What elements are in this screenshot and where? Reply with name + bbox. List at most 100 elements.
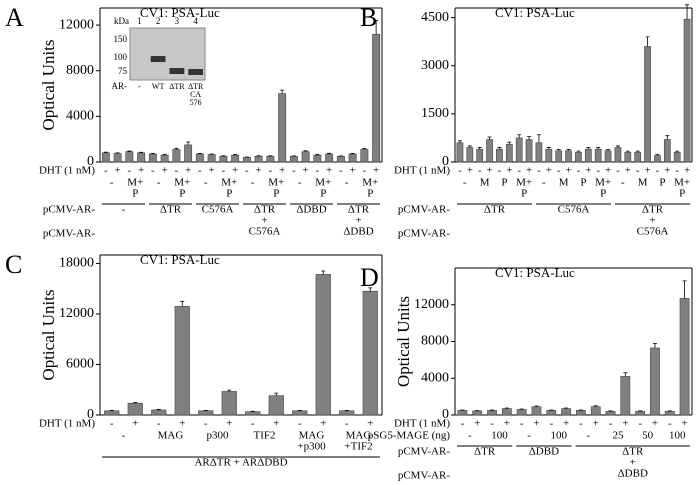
row-item-label: M+ (221, 177, 237, 189)
row-label: pCMV-AR- (398, 446, 450, 458)
row-item-label: P (179, 188, 185, 200)
row-item-label: ΔTR (622, 446, 644, 458)
row-item-label: + (326, 165, 332, 177)
row-item-label: + (279, 165, 285, 177)
error-bar (209, 153, 214, 155)
bar (339, 410, 355, 416)
row-label: pCMV-AR- (43, 228, 95, 240)
row-item-label: - (463, 177, 467, 189)
error-bar (180, 300, 185, 307)
error-bar (665, 135, 670, 140)
bar (663, 139, 671, 163)
row-item-label: - (175, 165, 179, 177)
row-item-label: + (179, 418, 185, 430)
bar (561, 408, 571, 416)
error-bar (374, 20, 379, 35)
row-item-label: - (110, 418, 114, 430)
error-bar (303, 150, 308, 152)
y-tick-label: 0 (442, 407, 449, 422)
row-item-label: - (478, 165, 482, 177)
row-item-label: + (162, 165, 168, 177)
bar (315, 274, 331, 416)
row-item-label: M+ (174, 177, 190, 189)
error-bar (315, 154, 320, 156)
row-item-label: - (198, 165, 202, 177)
bar (604, 150, 612, 163)
bar (148, 153, 157, 163)
bar (125, 151, 134, 163)
row-item-label: M+ (127, 177, 143, 189)
error-bar (162, 154, 167, 156)
row-item-label: + (681, 418, 687, 430)
bar (292, 410, 308, 416)
error-bar (227, 389, 232, 392)
bar (221, 391, 237, 416)
bar (664, 411, 675, 416)
row-item-label: TIF2 (254, 430, 276, 442)
row-item-label: ΔTR (348, 204, 370, 216)
row-item-label: - (204, 418, 208, 430)
row-item-label: + (373, 165, 379, 177)
bar (496, 148, 503, 163)
panel-letter: C (5, 250, 22, 279)
bar (555, 150, 563, 163)
row-item-label: 100 (491, 430, 508, 442)
row-item-label: + (649, 215, 655, 227)
bar (266, 155, 275, 163)
row-item-label: - (458, 165, 462, 177)
row-item-label: M (638, 177, 648, 189)
row-item-label: + (226, 418, 232, 430)
row-item-label: - (128, 165, 132, 177)
row-item-label: + (320, 418, 326, 430)
bar (457, 410, 468, 416)
row-item-label: ΔTR (484, 204, 506, 216)
bar (644, 46, 651, 163)
row-item-label: - (157, 177, 161, 189)
y-tick-label: 3000 (421, 58, 449, 73)
row-item-label: + (563, 418, 569, 430)
error-bar (327, 152, 332, 155)
bar (576, 410, 586, 416)
row-item-label: ΔDBD (343, 226, 373, 238)
row-item-label: P (580, 177, 586, 189)
row-item-label: M+ (516, 177, 532, 189)
row-item-label: - (520, 418, 524, 430)
row-item-label: - (638, 418, 642, 430)
row-item-label: ΔTR (254, 204, 276, 216)
bar (614, 147, 622, 163)
row-item-label: + (132, 418, 138, 430)
error-bar (517, 134, 522, 138)
bar (360, 149, 369, 163)
bar (151, 409, 167, 416)
row-item-label: - (204, 177, 208, 189)
bar (456, 142, 464, 163)
row-item-label: - (104, 165, 108, 177)
y-tick-label: 1500 (421, 106, 449, 121)
row-item-label: ΔDBD (529, 446, 559, 458)
bar (575, 152, 582, 163)
row-item-label: - (586, 430, 590, 442)
row-item-label: - (316, 165, 320, 177)
row-item-label: M+ (674, 177, 690, 189)
error-bar (576, 150, 581, 153)
bar (231, 154, 240, 163)
bar (683, 18, 691, 163)
y-tick-label: 8000 (66, 63, 94, 78)
row-item-label: - (251, 418, 255, 430)
y-tick-label: 12000 (59, 306, 94, 321)
bar (219, 155, 228, 163)
bar (278, 93, 287, 163)
error-bar (564, 407, 569, 409)
row-item-label: - (269, 165, 273, 177)
error-bar (197, 153, 202, 155)
bar (515, 137, 523, 163)
row-item-label: + (593, 418, 599, 430)
bar (127, 402, 143, 416)
bar (362, 290, 378, 416)
blot-lane-label: CA (190, 90, 201, 99)
error-bar (606, 149, 611, 151)
error-bar (556, 149, 561, 151)
y-tick-label: 0 (87, 407, 94, 422)
row-item-label: - (537, 165, 541, 177)
row-item-label: + (630, 457, 636, 469)
